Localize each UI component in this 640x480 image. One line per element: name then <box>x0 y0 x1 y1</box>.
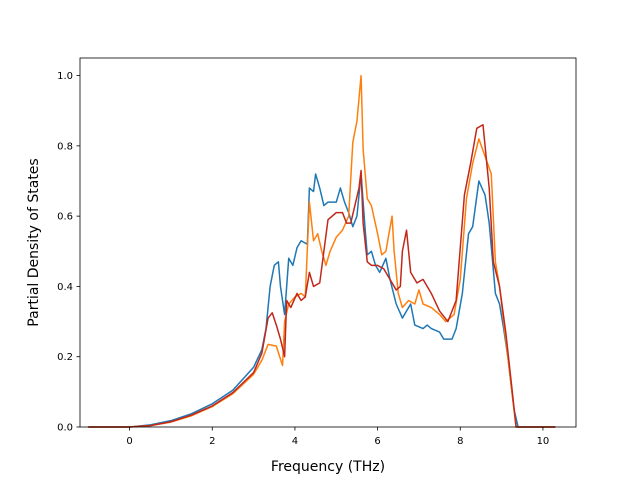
x-tick-label: 8 <box>457 436 463 447</box>
x-axis-ticks: 0 2 4 6 8 10 <box>126 427 549 447</box>
x-tick-label: 4 <box>292 436 298 447</box>
y-tick-label: 0.6 <box>57 212 73 223</box>
x-tick-label: 2 <box>209 436 215 447</box>
y-tick-label: 0.2 <box>57 352 73 363</box>
y-tick-label: 1.0 <box>57 71 73 82</box>
plot-frame <box>79 57 577 428</box>
y-tick-label: 0.8 <box>57 141 73 152</box>
series-line-1 <box>88 173 556 428</box>
x-axis-label: Frequency (THz) <box>271 459 385 475</box>
x-tick-label: 10 <box>537 436 550 447</box>
y-tick-label: 0.4 <box>57 282 73 293</box>
x-tick-label: 6 <box>374 436 380 447</box>
x-tick-label: 0 <box>126 436 132 447</box>
y-axis-label: Partial Density of States <box>26 158 42 326</box>
series-layer <box>88 74 556 428</box>
y-axis-ticks: 0.0 0.2 0.4 0.6 0.8 1.0 <box>57 71 80 434</box>
series-line-2 <box>88 74 556 428</box>
y-tick-label: 0.0 <box>57 423 73 434</box>
series-line-3 <box>88 124 556 428</box>
